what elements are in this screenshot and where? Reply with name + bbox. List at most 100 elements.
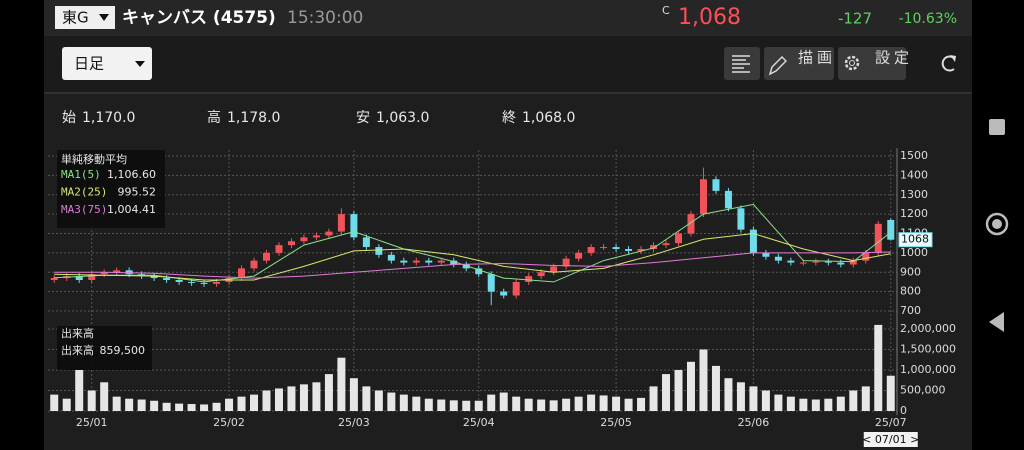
volume-bar [786, 396, 795, 411]
volume-bar [674, 370, 683, 411]
volume-bar [749, 386, 758, 411]
candle-body [799, 262, 807, 264]
x-tick-label: 25/03 [338, 416, 370, 429]
candle-body [812, 261, 820, 263]
y-tick-label: 700 [900, 304, 921, 317]
pencil-icon [768, 56, 787, 76]
candle-body [550, 266, 558, 273]
y-tick-label: 800 [900, 285, 921, 298]
volume-bar [349, 378, 358, 411]
volume-bar [599, 395, 608, 411]
volume-bar [574, 396, 583, 411]
volume-bar [512, 396, 521, 411]
candle-body [412, 260, 420, 263]
volume-bar [699, 349, 708, 411]
volume-bar [125, 398, 134, 411]
legend-entry: MA3(75) [61, 203, 107, 216]
period-select[interactable] [62, 47, 152, 80]
volume-bar [187, 404, 196, 411]
volume-bar [212, 402, 221, 411]
candle-body [762, 252, 770, 257]
volume-bar [87, 390, 96, 411]
candle-body [200, 282, 208, 284]
candle-body [600, 247, 608, 249]
volume-bar [112, 396, 121, 411]
last-price-tag [898, 232, 933, 248]
volume-bar [662, 374, 671, 411]
ohlc-value: 1,063.0 [376, 110, 429, 126]
home-dot [992, 219, 1002, 229]
volume-bar [811, 399, 820, 411]
y-tick-label: 1000 [900, 246, 928, 259]
candle-body [737, 208, 745, 230]
candle-body [874, 223, 882, 253]
candle-body [612, 247, 620, 249]
candle-body [500, 291, 508, 296]
volume-bar [487, 394, 496, 411]
candle-body [650, 245, 658, 249]
clip [764, 80, 906, 93]
back-button[interactable] [989, 312, 1004, 332]
volume-bar [612, 396, 621, 411]
market-select[interactable] [55, 6, 115, 29]
refresh-icon[interactable] [941, 55, 955, 72]
volume-bar [262, 390, 271, 411]
draw-button[interactable] [764, 47, 834, 80]
candle-body [113, 270, 121, 273]
y-tick-label: 900 [900, 265, 921, 278]
volume-bar [324, 374, 333, 411]
candle-body [400, 260, 408, 263]
candle-body [787, 260, 795, 263]
volume-bar [225, 398, 234, 411]
price-flag: C [662, 4, 670, 17]
header-bar [44, 0, 972, 36]
x-tick-label: 25/07 [875, 416, 907, 429]
candle-body [712, 179, 720, 191]
volume-bar [424, 398, 433, 411]
candle-body [475, 268, 483, 275]
legend-title: 単純移動平均 [61, 152, 127, 166]
volume-bar [50, 394, 59, 411]
volume-bar [524, 398, 533, 411]
candle-body [362, 237, 370, 248]
volume-bar [412, 396, 421, 411]
candle-body [587, 247, 595, 253]
dropdown-arrow [99, 14, 109, 21]
x-tick-label: 25/05 [600, 416, 632, 429]
settings-button[interactable] [838, 47, 906, 80]
candle-body [312, 235, 320, 238]
candle-body [487, 274, 495, 292]
volume-bar [374, 390, 383, 411]
x-tick-label: 25/06 [738, 416, 770, 429]
candle-body [575, 252, 583, 259]
legend-entry: MA1(5) [61, 168, 101, 181]
market: 東G [62, 9, 89, 27]
home-button[interactable] [985, 212, 1009, 236]
candle-body [50, 278, 58, 280]
candle-body [562, 258, 570, 267]
candle-body [699, 179, 707, 215]
volume-bar [250, 394, 259, 411]
legend-value: 1,004.41 [107, 203, 156, 216]
plot: 700800900100011001200130014001500単純移動平均M… [48, 148, 956, 447]
volume-bar [824, 398, 833, 411]
volume-bar [549, 400, 558, 411]
candle-body [337, 214, 345, 232]
candle-body [637, 249, 645, 251]
recents-button[interactable] [989, 119, 1005, 135]
candle-body [75, 276, 83, 280]
legend-value: 995.52 [118, 186, 157, 199]
y-tick-label: 0 [900, 404, 907, 417]
ohlc-value: 1,178.0 [227, 110, 280, 126]
settings-label: 設定 [875, 49, 913, 67]
list-icon [732, 55, 750, 73]
volume-bar [100, 382, 109, 411]
candle-body [163, 278, 171, 280]
gear-icon [849, 60, 855, 66]
candle-body [188, 281, 196, 283]
candle-body [213, 281, 221, 284]
last-price: 1068 [901, 233, 929, 246]
ohlc-key: 安 [356, 110, 370, 126]
y-tick-label: 1300 [900, 188, 928, 201]
